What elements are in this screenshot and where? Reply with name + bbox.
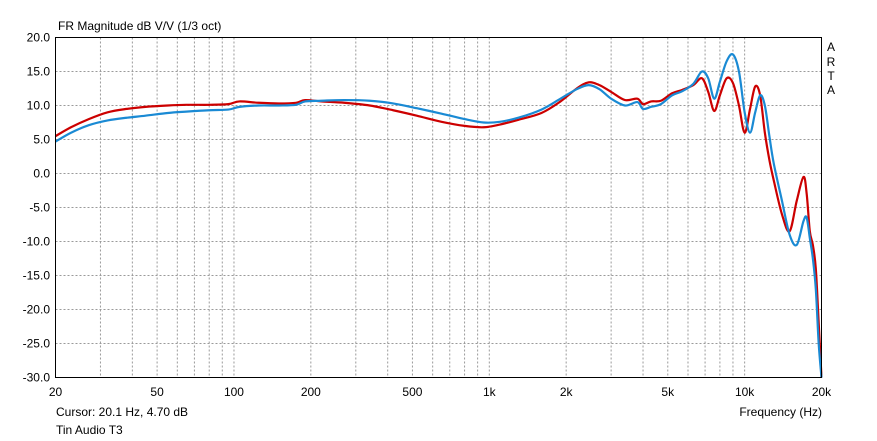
y-tick-labels: 20.0 15.0 10.0 5.0 0.0 -5.0 -10.0 -15.0 -20.0 -25…	[23, 31, 51, 385]
arta-letter-r: R	[827, 55, 836, 69]
y-tick-label: -30.0	[23, 371, 51, 385]
red-series-line	[54, 76, 823, 378]
y-tick-label: 5.0	[33, 133, 50, 147]
x-tick-label: 5k	[661, 385, 675, 399]
device-name: Tin Audio T3	[56, 423, 123, 437]
y-tick-label: -5.0	[29, 201, 50, 215]
y-tick-label: 20.0	[27, 31, 51, 45]
x-tick-label: 20k	[812, 385, 832, 399]
y-tick-label: -25.0	[23, 337, 51, 351]
y-tick-label: 0.0	[33, 167, 50, 181]
x-tick-label: 2k	[560, 385, 574, 399]
blue-series-line	[54, 53, 823, 378]
y-tick-label: -10.0	[23, 235, 51, 249]
arta-logo: A R T A	[827, 40, 836, 97]
plot-frame	[55, 37, 822, 378]
y-tick-label: 15.0	[27, 65, 51, 79]
x-tick-label: 500	[402, 385, 422, 399]
y-tick-label: -20.0	[23, 303, 51, 317]
x-tick-label: 1k	[483, 385, 497, 399]
grid-lines	[55, 37, 822, 378]
arta-letter-a2: A	[827, 83, 835, 97]
y-tick-label: 10.0	[27, 99, 51, 113]
x-tick-label: 20	[49, 385, 63, 399]
x-tick-labels: 20 50 100 200 500 1k 2k 5k 10k 20k	[49, 385, 832, 399]
x-tick-label: 200	[301, 385, 321, 399]
series-lines	[54, 53, 823, 378]
arta-letter-t: T	[827, 69, 835, 83]
x-tick-label: 100	[224, 385, 244, 399]
arta-letter-a1: A	[827, 40, 835, 54]
x-tick-label: 10k	[735, 385, 755, 399]
y-tick-label: -15.0	[23, 269, 51, 283]
x-axis-label: Frequency (Hz)	[739, 405, 822, 419]
chart-title: FR Magnitude dB V/V (1/3 oct)	[58, 19, 221, 33]
cursor-readout: Cursor: 20.1 Hz, 4.70 dB	[56, 405, 188, 419]
x-tick-label: 50	[150, 385, 164, 399]
